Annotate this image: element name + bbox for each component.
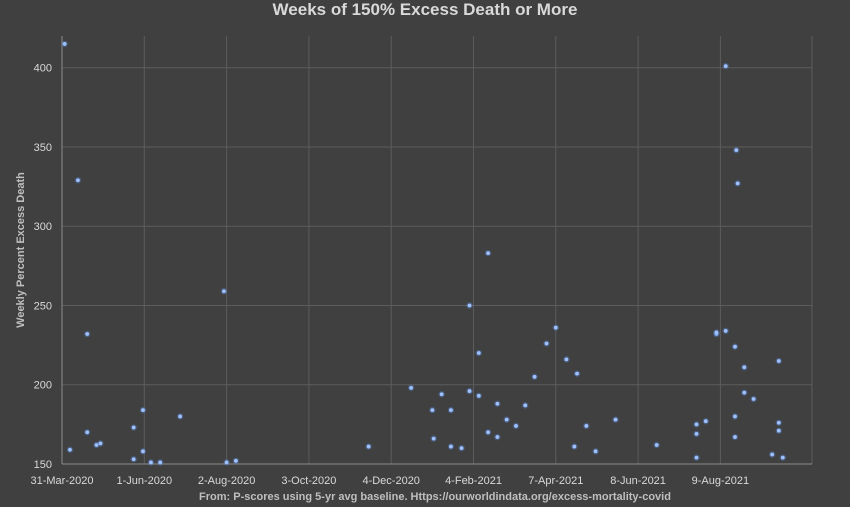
x-tick-label: 31-Mar-2020 [31, 475, 94, 487]
data-point [62, 42, 67, 46]
data-point [178, 414, 183, 419]
data-point [553, 325, 558, 330]
data-point [495, 401, 500, 406]
x-tick-label: 2-Aug-2020 [198, 475, 256, 487]
data-point [734, 148, 739, 153]
data-point [409, 386, 414, 390]
data-point [141, 408, 145, 413]
axes [61, 36, 812, 465]
chart-title: Weeks of 150% Excess Death or More [272, 0, 578, 19]
data-point [449, 444, 453, 449]
data-point [476, 351, 481, 355]
data-point [158, 460, 163, 465]
data-point [776, 428, 781, 433]
y-tick-label: 150 [34, 459, 52, 471]
data-point [85, 430, 90, 435]
data-point [459, 446, 464, 451]
data-point [694, 431, 699, 436]
y-tick-label: 300 [34, 221, 52, 233]
data-point [723, 328, 728, 333]
x-tick-label: 1-Jun-2020 [116, 475, 172, 487]
data-point [694, 422, 699, 427]
x-tick-label: 3-Oct-2020 [281, 475, 336, 487]
data-point [449, 408, 453, 413]
data-point [723, 64, 728, 69]
data-point [149, 460, 153, 465]
data-points [61, 40, 786, 466]
data-point [654, 443, 659, 447]
data-point [694, 455, 699, 460]
data-point [98, 441, 103, 446]
data-point [776, 359, 781, 363]
data-point [68, 447, 72, 452]
data-point [131, 457, 136, 462]
y-axis-label: Weekly Percent Excess Death [15, 172, 27, 328]
data-point [94, 443, 99, 447]
data-point [613, 417, 618, 422]
data-point [751, 397, 756, 401]
data-point [733, 435, 737, 439]
data-point [593, 449, 598, 454]
grid-lines [62, 36, 813, 464]
data-point [575, 371, 579, 376]
data-point [733, 344, 737, 349]
x-tick-label: 8-Jun-2021 [610, 475, 666, 487]
data-point [495, 435, 500, 439]
data-point [714, 330, 719, 335]
x-axis-label: From: P-scores using 5-yr avg baseline. … [199, 491, 671, 503]
data-point [742, 365, 747, 370]
data-point [131, 425, 136, 430]
x-tick-label: 4-Dec-2020 [362, 475, 419, 487]
data-point [431, 436, 436, 441]
data-point [85, 332, 90, 336]
x-tick-labels: 31-Mar-2020 1-Jun-2020 2-Aug-2020 3-Oct-202… [31, 475, 750, 487]
data-point [564, 357, 569, 362]
y-tick-labels: 150 200 250 300 350 400 [34, 63, 52, 471]
data-point [504, 417, 509, 422]
y-tick-label: 250 [34, 300, 52, 312]
data-point [523, 403, 528, 408]
y-tick-label: 200 [34, 380, 52, 392]
data-point [430, 408, 435, 413]
data-point [486, 251, 491, 256]
data-point [141, 449, 145, 454]
data-point [222, 289, 226, 294]
x-tick-label: 4-Feb-2021 [445, 475, 502, 487]
data-point [776, 420, 781, 425]
data-point [439, 392, 444, 397]
data-point [532, 374, 537, 379]
data-point [733, 414, 737, 419]
data-point [572, 444, 577, 449]
data-point [742, 390, 747, 395]
y-tick-label: 400 [34, 63, 52, 75]
data-point [467, 389, 472, 393]
data-point [780, 455, 785, 460]
y-tick-label: 350 [34, 142, 52, 154]
data-point [486, 430, 491, 435]
x-tick-label: 7-Apr-2021 [528, 475, 583, 487]
data-point [703, 419, 708, 424]
x-tick-label: 9-Aug-2021 [692, 475, 750, 487]
data-point [76, 178, 80, 183]
data-point [233, 458, 238, 463]
data-point [467, 303, 472, 308]
data-point [770, 452, 775, 457]
data-point [584, 424, 589, 428]
data-point [514, 424, 518, 428]
data-point [366, 444, 371, 449]
data-point [735, 181, 740, 186]
data-point [476, 393, 481, 398]
data-point [224, 460, 229, 465]
data-point [544, 341, 549, 346]
